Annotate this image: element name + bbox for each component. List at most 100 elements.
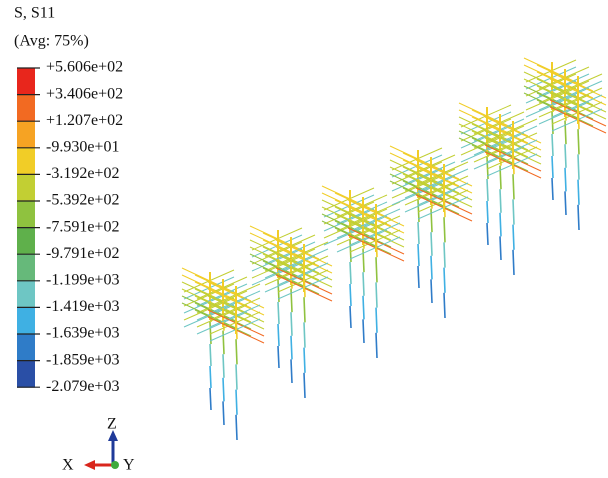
trunk xyxy=(565,121,566,145)
legend-label: -9.791e+02 xyxy=(46,245,119,262)
trunk xyxy=(210,344,211,366)
trunk xyxy=(304,322,305,347)
viewport: S, S11 (Avg: 75%) +5.606e+02 +3.406e+02 +1… xyxy=(0,0,608,478)
legend-band xyxy=(17,307,35,334)
legend-label: -2.079e+03 xyxy=(46,378,119,395)
legend-label: -1.639e+03 xyxy=(46,325,119,342)
trunk xyxy=(431,209,432,233)
legend-band xyxy=(17,361,35,388)
x-label: X xyxy=(62,457,74,474)
trunk xyxy=(565,168,566,192)
trunk xyxy=(444,293,445,318)
trunk xyxy=(223,378,224,402)
legend-label: +1.207e+02 xyxy=(46,112,123,129)
trunk xyxy=(487,201,488,223)
trunk xyxy=(565,144,566,168)
trunk xyxy=(304,373,305,398)
trunk xyxy=(487,179,488,201)
trunk xyxy=(363,249,364,273)
trunk xyxy=(444,268,445,293)
legend-label: +3.406e+02 xyxy=(46,85,123,102)
legend-label: +5.606e+02 xyxy=(46,59,123,76)
trunk xyxy=(236,390,237,415)
trunk xyxy=(513,199,514,224)
trunk xyxy=(223,401,224,425)
trunk xyxy=(363,319,364,343)
trunk xyxy=(500,166,501,190)
averaging-note: (Avg: 75%) xyxy=(14,33,89,50)
trunk xyxy=(552,134,553,156)
legend-band xyxy=(17,95,35,122)
legend-label: -9.930e+01 xyxy=(46,138,119,155)
trunk xyxy=(291,336,292,360)
z-label: Z xyxy=(107,416,117,433)
trunk xyxy=(565,191,566,215)
trunk xyxy=(210,388,211,410)
trunk xyxy=(418,266,419,288)
legend-band xyxy=(17,174,35,201)
y-axis xyxy=(111,461,119,469)
trunk xyxy=(350,262,351,284)
legend-band xyxy=(17,201,35,228)
legend-band xyxy=(17,148,35,175)
contour-legend: +5.606e+02 +3.406e+02 +1.207e+02 -9.930e+01… xyxy=(17,59,123,395)
legend-band xyxy=(17,334,35,361)
trunk xyxy=(500,189,501,213)
trunk xyxy=(513,174,514,199)
trunk xyxy=(278,302,279,324)
trunk xyxy=(304,348,305,373)
trunk xyxy=(552,178,553,200)
trunk xyxy=(291,312,292,336)
trunk xyxy=(513,250,514,275)
trunk xyxy=(350,284,351,306)
trunk xyxy=(500,213,501,237)
y-label: Y xyxy=(123,457,135,474)
trunk xyxy=(236,415,237,440)
x-arrow xyxy=(84,460,95,470)
trunk xyxy=(350,306,351,328)
trunk xyxy=(376,308,377,333)
legend-label: -7.591e+02 xyxy=(46,218,119,235)
trunk xyxy=(578,154,579,179)
trunk xyxy=(223,331,224,355)
trunk xyxy=(513,225,514,250)
trunk xyxy=(431,256,432,280)
trunk xyxy=(552,156,553,178)
legend-label: -5.392e+02 xyxy=(46,192,119,209)
trunk xyxy=(236,339,237,364)
legend-label: -1.199e+03 xyxy=(46,271,119,288)
trunk xyxy=(236,364,237,389)
trunk xyxy=(223,354,224,378)
trunk xyxy=(444,242,445,267)
legend-band xyxy=(17,68,35,95)
trunk xyxy=(291,359,292,383)
trunk xyxy=(278,346,279,368)
legend-label: -3.192e+02 xyxy=(46,165,119,182)
legend-band xyxy=(17,228,35,255)
trunk xyxy=(376,282,377,307)
legend-label: -1.419e+03 xyxy=(46,298,119,315)
trunk xyxy=(376,333,377,358)
model-view xyxy=(182,58,606,440)
trunk xyxy=(376,257,377,282)
trunk xyxy=(444,217,445,242)
trunk xyxy=(578,180,579,205)
legend-band xyxy=(17,281,35,308)
trunk xyxy=(418,222,419,244)
trunk xyxy=(363,296,364,320)
plot-variable: S, S11 xyxy=(14,5,55,22)
trunk xyxy=(431,232,432,256)
trunk xyxy=(363,272,364,296)
trunk xyxy=(418,244,419,266)
axis-triad: Z X Y xyxy=(62,416,135,474)
trunk xyxy=(278,324,279,346)
trunk xyxy=(487,223,488,245)
legend-band xyxy=(17,121,35,148)
trunk xyxy=(500,236,501,260)
trunk xyxy=(210,366,211,388)
trunk xyxy=(578,129,579,154)
legend-label: -1.859e+03 xyxy=(46,351,119,368)
legend-band xyxy=(17,254,35,281)
trunk xyxy=(578,205,579,230)
trunk xyxy=(431,279,432,303)
